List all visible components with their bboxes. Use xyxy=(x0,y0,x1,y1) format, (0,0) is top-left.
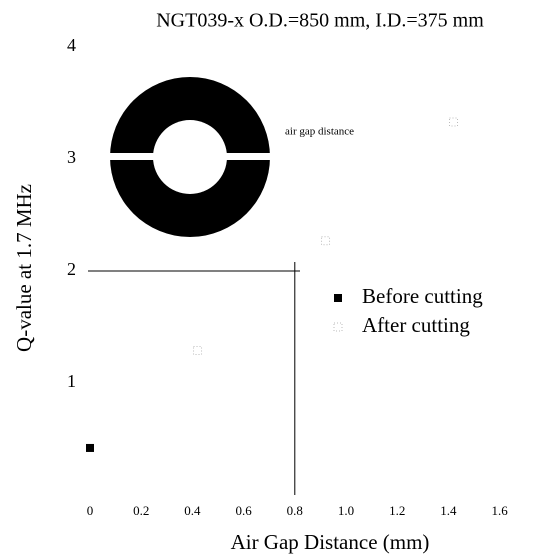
x-tick-label: 1.2 xyxy=(389,503,405,518)
x-tick-label: 1.0 xyxy=(338,503,354,518)
y-tick-label: 3 xyxy=(67,147,76,167)
x-tick-label: 0.8 xyxy=(287,503,303,518)
annotation: air gap distance xyxy=(285,126,354,138)
x-tick-label: 1.6 xyxy=(491,503,508,518)
y-tick-label: 2 xyxy=(67,259,76,279)
x-tick-label: 1.4 xyxy=(440,503,457,518)
data-point xyxy=(449,117,459,127)
legend-label: After cutting xyxy=(362,313,470,337)
legend-marker xyxy=(333,322,343,332)
y-axis-label: Q-value at 1.7 MHz xyxy=(12,184,36,352)
data-point xyxy=(321,236,331,246)
ring-gap xyxy=(108,153,272,160)
x-tick-label: 0 xyxy=(87,503,94,518)
data-point xyxy=(193,346,203,356)
y-tick-label: 4 xyxy=(67,35,76,55)
x-tick-label: 0.2 xyxy=(133,503,149,518)
x-tick-label: 0.6 xyxy=(235,503,252,518)
x-tick-label: 0.4 xyxy=(184,503,201,518)
y-tick-label: 1 xyxy=(67,371,76,391)
data-point xyxy=(86,443,94,452)
ring-icon xyxy=(108,77,272,237)
legend-label: Before cutting xyxy=(362,284,483,308)
legend-marker xyxy=(334,294,342,302)
chart-title: NGT039-x O.D.=850 mm, I.D.=375 mm xyxy=(156,10,484,32)
x-axis-label: Air Gap Distance (mm) xyxy=(231,530,430,554)
